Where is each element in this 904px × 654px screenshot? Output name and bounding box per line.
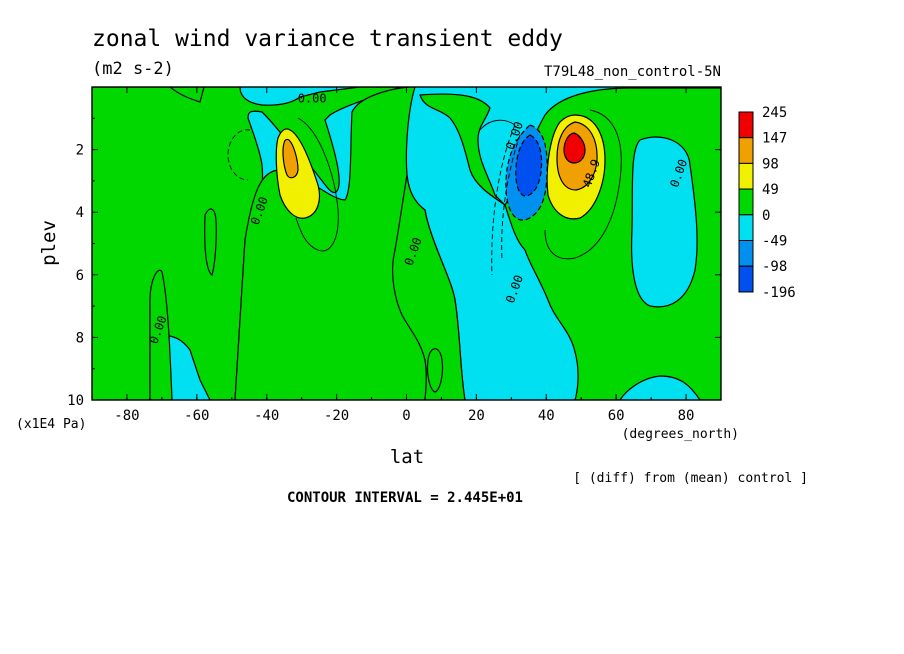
- contour-label: 0.00: [298, 92, 327, 106]
- colorbar-swatch: [738, 240, 754, 267]
- x-tick-label: -40: [254, 408, 279, 424]
- chart-title: zonal wind variance transient eddy: [92, 26, 563, 52]
- contour-line-south-outer: [295, 117, 339, 252]
- red-max-north: [563, 132, 586, 164]
- units-label: (m2 s-2): [92, 59, 174, 79]
- green-patch-upper-left: [169, 87, 205, 103]
- run-label: T79L48_non_control-5N: [544, 64, 721, 80]
- colorbar-label: 245: [762, 105, 787, 121]
- y-tick-label: 2: [76, 143, 84, 159]
- x-tick-label: 0: [402, 408, 410, 424]
- colorbar: 245 147 98 49 0 -49 -98 -196: [738, 105, 796, 301]
- orange-max-south: [282, 138, 299, 179]
- colorbar-label: -98: [762, 259, 787, 275]
- x-axis: -80 -60 -40 -20 0 20 40 60 80: [91, 87, 722, 424]
- colorbar-label: -49: [762, 234, 787, 250]
- colorbar-label: 49: [762, 182, 779, 198]
- x-tick-label: 20: [468, 408, 485, 424]
- contour-field: [92, 87, 721, 400]
- colorbar-swatch: [738, 162, 754, 190]
- contour-line-north-dashed: [491, 124, 521, 276]
- colorbar-label: -196: [762, 285, 796, 301]
- darkblue-min-north: [515, 134, 543, 197]
- y-tick-label: 4: [76, 205, 84, 221]
- x-tick-label: -20: [324, 408, 349, 424]
- colorbar-swatch: [738, 188, 754, 216]
- y-axis: 2 4 6 8 10: [67, 117, 721, 409]
- colorbar-label: 98: [762, 156, 779, 172]
- y-tick-label: 6: [76, 268, 84, 284]
- colorbar-swatch-min: [738, 265, 754, 293]
- x-tick-label: 40: [538, 408, 555, 424]
- colorbar-swatch: [738, 111, 754, 139]
- contour-line-north-upper: [479, 119, 516, 131]
- contour-line-south-dashed: [227, 129, 251, 181]
- y-tick-label: 8: [76, 330, 84, 346]
- x-tick-label: -80: [114, 408, 139, 424]
- green-patch-south-column: [204, 208, 217, 276]
- green-patch-antarctic-column: [149, 269, 173, 400]
- x-tick-label: -60: [184, 408, 209, 424]
- colorbar-swatch: [738, 214, 754, 242]
- green-patch-lowlevel: [426, 348, 444, 393]
- colorbar-swatch: [738, 137, 754, 164]
- green-region-equator: [391, 174, 466, 400]
- diff-note: [ (diff) from (mean) control ]: [573, 471, 808, 486]
- contour-line-north-outer: [544, 109, 622, 260]
- y-axis-units: (x1E4 Pa): [16, 417, 86, 432]
- y-axis-label: plev: [38, 220, 60, 266]
- cyan-pocket-north: [631, 136, 698, 308]
- x-tick-label: 60: [608, 408, 625, 424]
- contour-interval: CONTOUR INTERVAL = 2.445E+01: [287, 490, 523, 506]
- x-axis-label: lat: [390, 446, 424, 468]
- x-axis-units: (degrees_north): [622, 427, 739, 442]
- x-tick-label: 80: [678, 408, 695, 424]
- colorbar-label: 0: [762, 208, 770, 224]
- y-tick-label: 10: [67, 393, 84, 409]
- colorbar-label: 147: [762, 131, 787, 147]
